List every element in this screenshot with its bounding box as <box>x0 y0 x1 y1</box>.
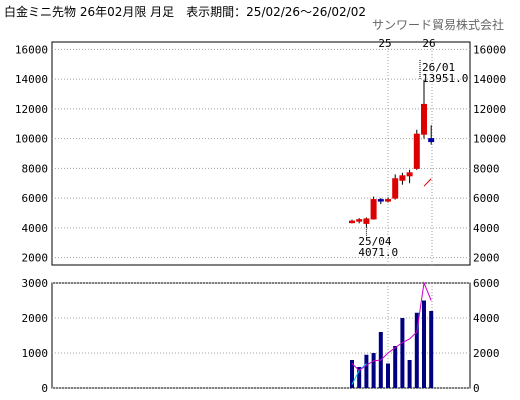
volume-tick-right: 2000 <box>473 347 500 360</box>
price-tick-right: 4000 <box>473 222 500 235</box>
volume-tick-left: 2000 <box>22 312 49 325</box>
price-panel: 2000 2000 4000 4000 6000 6000 8000 8000 10000 100… <box>15 37 506 266</box>
high-annotation-value: 13951.0 <box>422 72 468 85</box>
candle-body <box>413 133 420 169</box>
company-name: サンワード貿易株式会社 <box>371 18 504 32</box>
price-tick-left: 4000 <box>22 222 49 235</box>
candle-body <box>385 199 391 202</box>
chart-title: 白金ミニ先物 26年02月限 月足 表示期間：25/02/26～26/02/02 <box>4 5 366 19</box>
price-tick-right: 8000 <box>473 162 500 175</box>
candle-body <box>399 175 406 181</box>
volume-bar <box>357 367 362 388</box>
x-tick-label: 26 <box>422 37 435 50</box>
volume-bar <box>350 360 354 388</box>
price-tick-left: 2000 <box>22 252 49 265</box>
price-tick-right: 12000 <box>473 103 506 116</box>
candle-body <box>370 199 377 220</box>
price-tick-left: 6000 <box>22 192 49 205</box>
price-tick-left: 12000 <box>15 103 48 116</box>
volume-bar <box>429 311 434 388</box>
volume-tick-left: 3000 <box>22 277 49 290</box>
price-frame <box>51 41 471 266</box>
candle-body <box>377 199 384 202</box>
volume-tick-left: 1000 <box>22 347 49 360</box>
volume-tick-right: 4000 <box>473 312 500 325</box>
price-tick-left: 8000 <box>22 162 49 175</box>
volume-frame <box>51 282 471 389</box>
volume-bar <box>386 363 390 388</box>
volume-panel: 0 1000 2000 3000 0 2000 4000 6000 <box>22 277 500 395</box>
price-tick-left: 14000 <box>15 73 48 86</box>
candle-body <box>392 178 399 199</box>
volume-tick-right: 6000 <box>473 277 500 290</box>
price-tick-left: 16000 <box>15 43 48 56</box>
low-annotation-value: 4071.0 <box>358 246 398 259</box>
volume-bar <box>407 360 412 388</box>
open-interest-line <box>351 281 432 372</box>
candle-body <box>349 220 355 224</box>
candle-body <box>406 172 413 177</box>
volume-bar <box>422 300 426 388</box>
volume-tick-right: 0 <box>473 382 480 395</box>
price-tick-right: 2000 <box>473 252 500 265</box>
volume-bar <box>400 318 405 388</box>
price-tick-right: 10000 <box>473 133 506 146</box>
volume-bar <box>393 346 398 388</box>
volume-tick-left: 0 <box>41 382 48 395</box>
low-annotation-date: 25/04 <box>358 235 391 248</box>
x-tick-label: 25 <box>378 37 391 50</box>
candle-body <box>421 103 427 135</box>
volume-bar <box>364 354 369 388</box>
volume-bar <box>414 312 419 388</box>
price-tick-left: 10000 <box>15 133 48 146</box>
price-tick-right: 14000 <box>473 73 506 86</box>
candle-body <box>356 219 363 222</box>
candle-body <box>428 138 435 143</box>
candle-body <box>363 218 370 224</box>
price-tick-right: 16000 <box>473 43 506 56</box>
ma-line <box>423 178 432 187</box>
high-annotation-date: 26/01 <box>422 61 455 74</box>
price-tick-right: 6000 <box>473 192 500 205</box>
volume-bar <box>371 353 376 388</box>
